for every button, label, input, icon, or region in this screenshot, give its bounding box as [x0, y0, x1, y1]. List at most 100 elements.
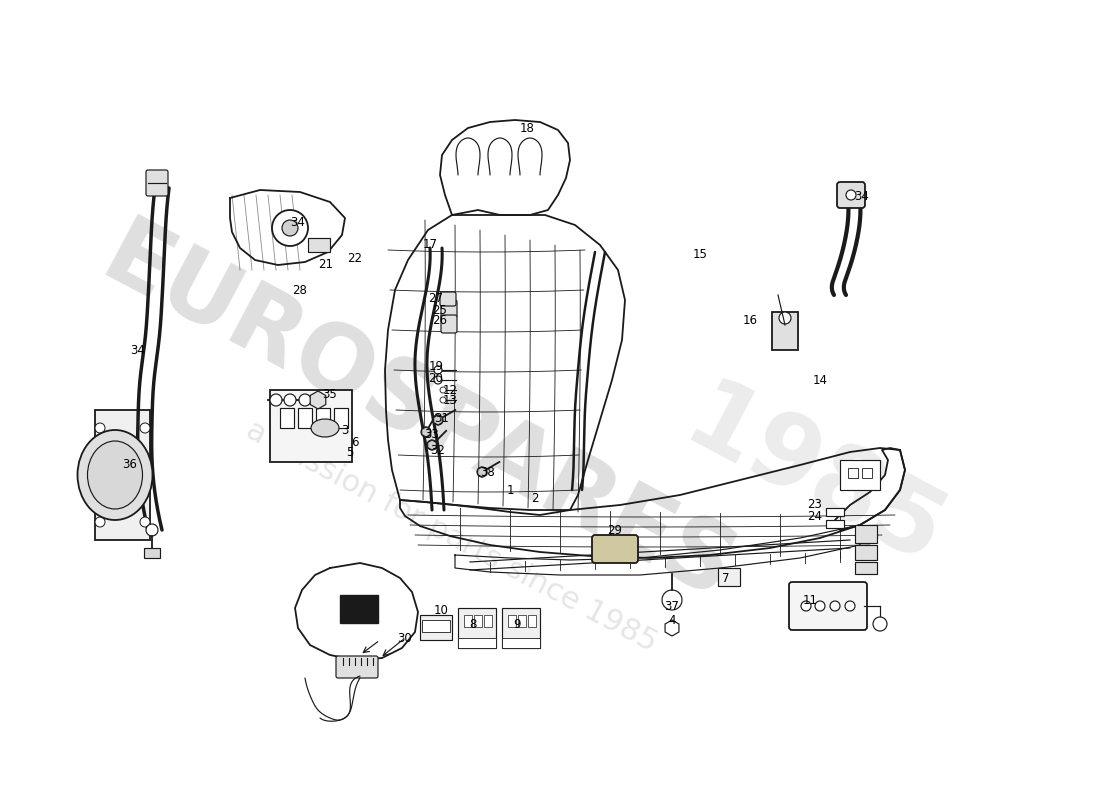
Bar: [298, 408, 312, 428]
FancyBboxPatch shape: [441, 315, 456, 333]
Circle shape: [140, 517, 150, 527]
Text: 23: 23: [807, 498, 823, 511]
Bar: [308, 238, 330, 252]
Text: 37: 37: [664, 601, 680, 614]
Text: 11: 11: [803, 594, 817, 606]
FancyBboxPatch shape: [440, 292, 456, 306]
Circle shape: [140, 487, 150, 497]
Text: a passion for parts since 1985: a passion for parts since 1985: [241, 415, 661, 657]
Text: 13: 13: [442, 394, 458, 406]
Text: 38: 38: [481, 466, 495, 478]
Circle shape: [95, 455, 104, 465]
Text: 15: 15: [693, 249, 707, 262]
Text: 25: 25: [432, 303, 448, 317]
Text: 19: 19: [429, 361, 443, 374]
Bar: [474, 615, 482, 627]
Bar: [502, 608, 540, 648]
Text: 26: 26: [432, 314, 448, 326]
Text: 17: 17: [422, 238, 438, 251]
Bar: [270, 390, 352, 462]
Bar: [862, 468, 872, 478]
Circle shape: [846, 190, 856, 200]
Bar: [855, 562, 877, 574]
Circle shape: [434, 376, 442, 384]
Text: 28: 28: [293, 283, 307, 297]
Text: 20: 20: [429, 371, 443, 385]
Text: 35: 35: [322, 389, 338, 402]
Text: 8: 8: [470, 618, 476, 631]
Circle shape: [284, 394, 296, 406]
Text: 10: 10: [433, 603, 449, 617]
Text: 30: 30: [397, 631, 412, 645]
Ellipse shape: [311, 419, 339, 437]
Text: 1: 1: [506, 483, 514, 497]
Text: 27: 27: [429, 291, 443, 305]
Bar: [458, 638, 496, 648]
Bar: [484, 615, 492, 627]
Bar: [508, 615, 516, 627]
Bar: [848, 468, 858, 478]
Text: EUROSPARES: EUROSPARES: [87, 211, 749, 621]
Bar: [458, 608, 496, 648]
Bar: [840, 460, 880, 490]
Bar: [855, 545, 877, 560]
Bar: [826, 520, 844, 528]
Text: 6: 6: [351, 435, 359, 449]
Circle shape: [421, 427, 431, 437]
Text: 29: 29: [607, 523, 623, 537]
Text: 18: 18: [519, 122, 535, 134]
Circle shape: [270, 394, 282, 406]
Circle shape: [95, 517, 104, 527]
FancyBboxPatch shape: [837, 182, 865, 208]
Ellipse shape: [88, 441, 143, 509]
Bar: [340, 595, 378, 623]
Circle shape: [434, 366, 442, 374]
Text: 3: 3: [341, 423, 349, 437]
Circle shape: [440, 387, 446, 393]
Bar: [718, 568, 740, 586]
Circle shape: [95, 423, 104, 433]
Text: 2: 2: [531, 491, 539, 505]
Circle shape: [140, 423, 150, 433]
Text: 9: 9: [514, 618, 520, 631]
Text: 16: 16: [742, 314, 758, 326]
Text: 34: 34: [855, 190, 869, 202]
Text: 34: 34: [290, 215, 306, 229]
Bar: [464, 615, 472, 627]
Bar: [772, 312, 798, 350]
Text: 31: 31: [434, 411, 450, 425]
Circle shape: [801, 601, 811, 611]
Bar: [144, 548, 159, 558]
Text: 14: 14: [813, 374, 827, 386]
Text: 34: 34: [131, 343, 145, 357]
FancyBboxPatch shape: [441, 300, 456, 318]
Text: 4: 4: [669, 614, 675, 626]
Bar: [95, 410, 150, 540]
Circle shape: [282, 220, 298, 236]
Circle shape: [146, 524, 158, 536]
Circle shape: [815, 601, 825, 611]
Circle shape: [299, 394, 311, 406]
Bar: [502, 638, 540, 648]
Text: 33: 33: [425, 429, 439, 442]
Bar: [528, 615, 536, 627]
Bar: [826, 508, 844, 516]
Ellipse shape: [77, 430, 153, 520]
FancyBboxPatch shape: [789, 582, 867, 630]
Bar: [316, 408, 330, 428]
Circle shape: [272, 210, 308, 246]
Circle shape: [662, 590, 682, 610]
Text: 5: 5: [346, 446, 354, 459]
Text: 21: 21: [319, 258, 333, 271]
Bar: [600, 542, 620, 554]
FancyBboxPatch shape: [336, 656, 378, 678]
Bar: [518, 615, 526, 627]
Circle shape: [477, 467, 487, 477]
Text: 32: 32: [430, 443, 446, 457]
Text: 22: 22: [348, 251, 363, 265]
FancyBboxPatch shape: [146, 170, 168, 196]
Bar: [334, 408, 348, 428]
Circle shape: [95, 487, 104, 497]
Text: 36: 36: [122, 458, 138, 471]
Circle shape: [845, 601, 855, 611]
